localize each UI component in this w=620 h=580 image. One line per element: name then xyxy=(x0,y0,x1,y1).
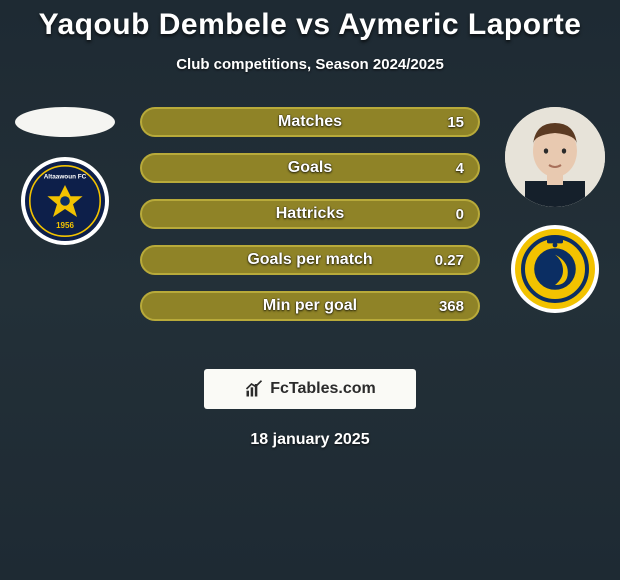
stat-label: Matches xyxy=(142,113,478,131)
stat-bar-goals-per-match: Goals per match 0.27 xyxy=(140,245,480,275)
stat-value: 4 xyxy=(456,160,464,177)
stat-bars: Matches 15 Goals 4 Hattricks 0 Goals per… xyxy=(140,107,480,337)
comparison-card: Yaqoub Dembele vs Aymeric Laporte Club c… xyxy=(0,0,620,449)
club-badge-right xyxy=(511,225,599,313)
page-title: Yaqoub Dembele vs Aymeric Laporte xyxy=(0,8,620,42)
date-text: 18 january 2025 xyxy=(0,431,620,449)
stat-bar-min-per-goal: Min per goal 368 xyxy=(140,291,480,321)
club-badge-left: Altaawoun FC 1956 xyxy=(21,157,109,245)
player-right-column xyxy=(500,107,610,313)
svg-text:1956: 1956 xyxy=(56,221,74,230)
stat-value: 0.27 xyxy=(435,252,464,269)
attribution-text: FcTables.com xyxy=(270,380,376,398)
altaawoun-crest-icon: Altaawoun FC 1956 xyxy=(25,161,105,241)
stat-value: 0 xyxy=(456,206,464,223)
player-left-column: Altaawoun FC 1956 xyxy=(10,107,120,245)
stat-label: Min per goal xyxy=(142,297,478,315)
stat-label: Goals per match xyxy=(142,251,478,269)
svg-text:Altaawoun FC: Altaawoun FC xyxy=(44,174,87,181)
stat-bar-matches: Matches 15 xyxy=(140,107,480,137)
player-right-avatar xyxy=(505,107,605,207)
stat-bar-hattricks: Hattricks 0 xyxy=(140,199,480,229)
comparison-body: Altaawoun FC 1956 xyxy=(0,107,620,357)
stat-value: 368 xyxy=(439,298,464,315)
attribution-badge: FcTables.com xyxy=(204,369,416,409)
player-left-avatar-placeholder xyxy=(15,107,115,137)
subtitle: Club competitions, Season 2024/2025 xyxy=(0,56,620,73)
stat-label: Goals xyxy=(142,159,478,177)
stat-label: Hattricks xyxy=(142,205,478,223)
player-face-icon xyxy=(505,107,605,207)
stat-bar-goals: Goals 4 xyxy=(140,153,480,183)
alnassr-crest-icon xyxy=(515,229,595,309)
chart-icon xyxy=(244,379,264,399)
stat-value: 15 xyxy=(447,114,464,131)
